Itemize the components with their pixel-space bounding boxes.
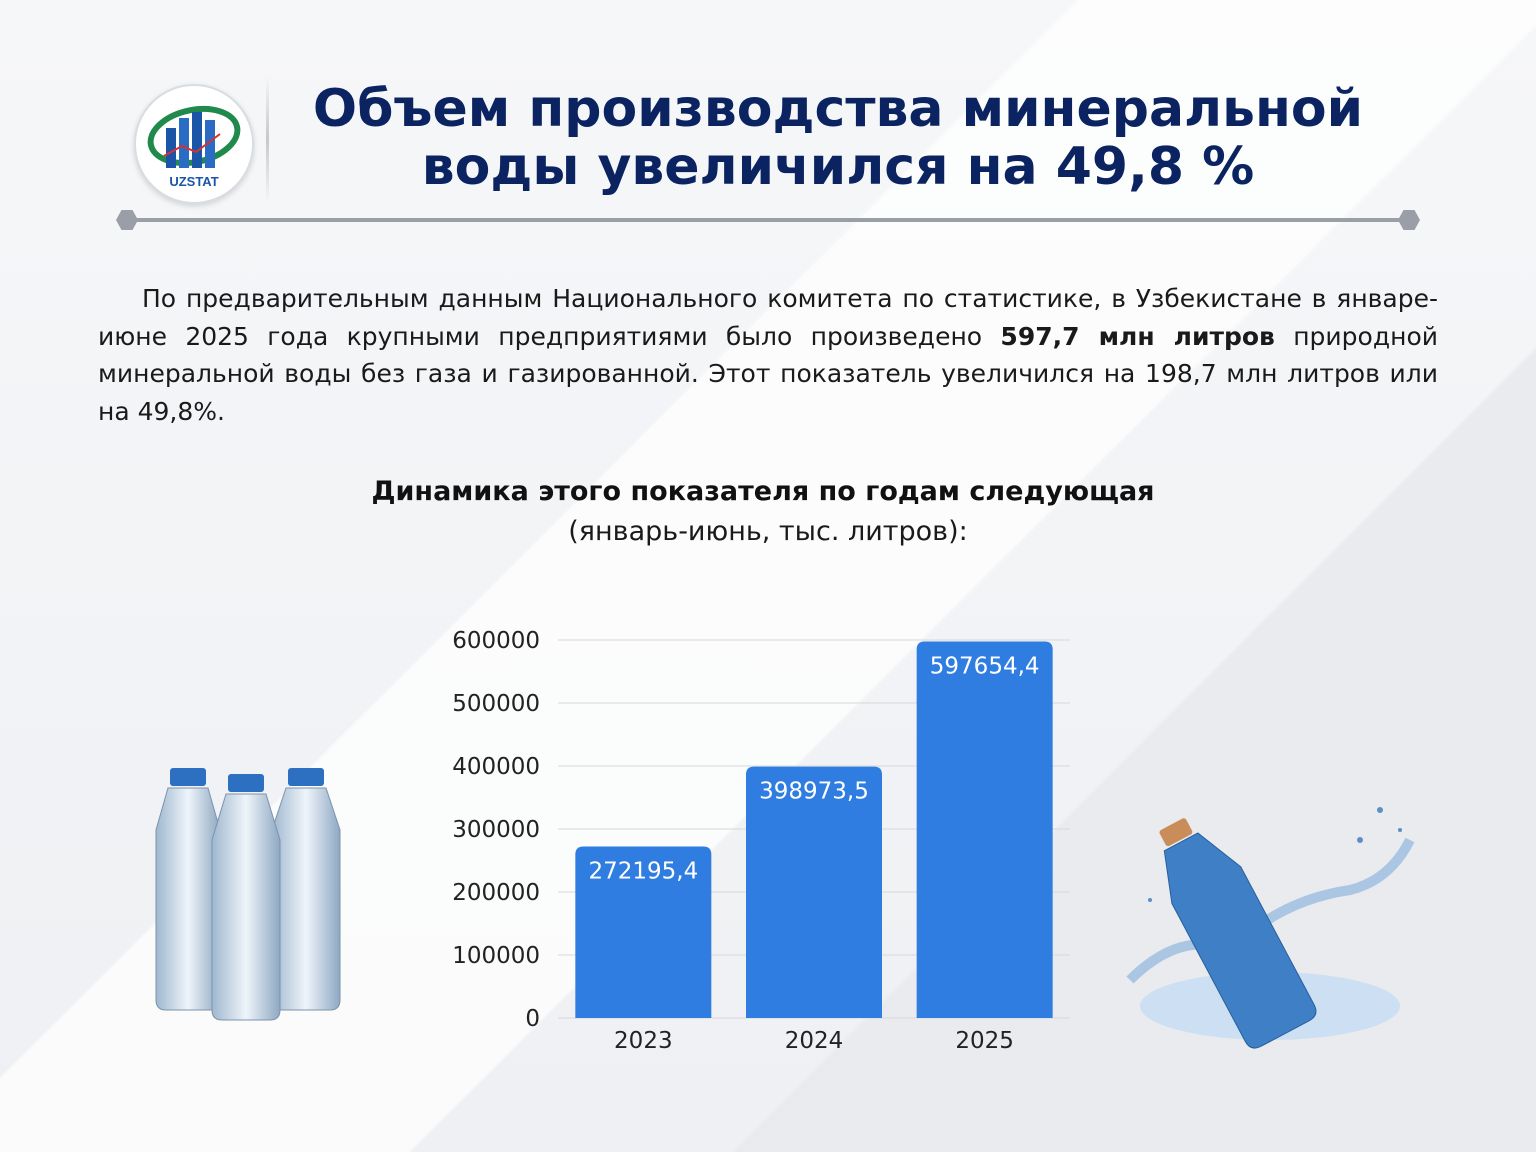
y-tick-label: 400000: [452, 754, 540, 780]
data-label-2024: 398973,5: [759, 779, 869, 805]
x-tick-label: 2025: [955, 1028, 1014, 1054]
y-tick-label: 500000: [452, 691, 540, 717]
y-tick-label: 200000: [452, 880, 540, 906]
data-label-2025: 597654,4: [930, 653, 1040, 679]
x-tick-label: 2023: [614, 1028, 673, 1054]
header-divider: [266, 76, 269, 202]
bottle-left: [155, 768, 221, 1011]
bar-2023: [575, 846, 712, 1018]
logo-graphic-icon: [147, 105, 241, 168]
y-tick-label: 600000: [452, 628, 540, 654]
paragraph-highlight: 597,7 млн литров: [1000, 321, 1275, 351]
data-label-2023: 272195,4: [588, 859, 698, 885]
title-line-2: воды увеличился на 49,8 %: [421, 137, 1255, 197]
intro-paragraph: По предварительным данным Национального …: [98, 280, 1438, 430]
chart-heading: Динамика этого показателя по годам следу…: [371, 476, 1155, 507]
production-bar-chart: 0 100000 200000 300000 400000 500000 600000 272…: [452, 628, 1070, 1054]
bottle-splash-image: [1120, 780, 1420, 1056]
paragraph-text-end: природной минеральной воды без газа и га…: [98, 321, 1438, 426]
paragraph-text-start: По предварительным данным Национального …: [98, 284, 1438, 351]
bar-2024: [746, 766, 882, 1018]
divider-right-cap: [1398, 210, 1420, 230]
logo-text: UZSTAT: [169, 174, 219, 189]
uzstat-logo: UZSTAT: [134, 84, 254, 204]
y-tick-label: 300000: [452, 817, 540, 843]
bottle-right: [271, 768, 341, 1011]
title-underline: [126, 218, 1410, 222]
bar-2025: [916, 641, 1053, 1018]
title-line-1: Объем производства минеральной: [312, 79, 1364, 139]
x-tick-label: 2024: [785, 1028, 844, 1054]
chart-subheading: (январь-июнь, тыс. литров):: [568, 516, 968, 547]
page-title: Объем производства минеральной воды увел…: [290, 80, 1386, 196]
y-tick-label: 0: [525, 1006, 540, 1032]
water-bottles-image: [136, 760, 366, 1034]
y-tick-label: 100000: [452, 943, 540, 969]
bottle-center: [211, 774, 281, 1021]
